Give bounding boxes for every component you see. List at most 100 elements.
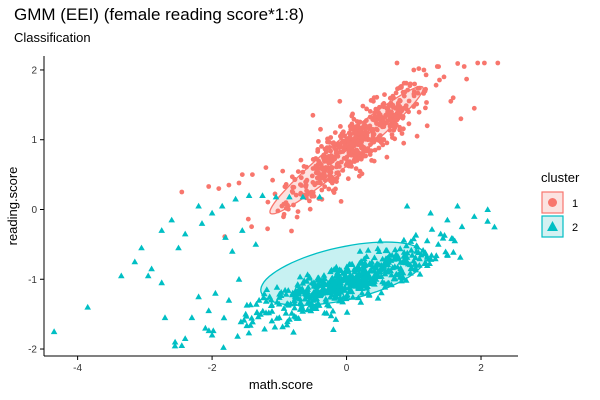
- data-point-cluster-2: [348, 260, 356, 267]
- data-point-cluster-1: [495, 60, 501, 66]
- data-point-cluster-1: [455, 61, 461, 66]
- data-point-cluster-2: [248, 314, 255, 321]
- legend-triangle-marker: [547, 221, 558, 231]
- data-point-cluster-1: [380, 142, 386, 148]
- data-point-cluster-2: [389, 264, 396, 271]
- data-point-cluster-2: [435, 241, 442, 247]
- data-point-cluster-1: [239, 172, 245, 178]
- data-point-cluster-2: [419, 247, 427, 253]
- data-point-cluster-1: [325, 136, 330, 142]
- chart-subtitle: Classification: [14, 30, 91, 45]
- data-point-cluster-2: [225, 296, 233, 303]
- data-point-cluster-1: [412, 81, 417, 87]
- data-point-cluster-1: [365, 130, 371, 136]
- data-point-cluster-2: [491, 223, 498, 230]
- data-point-cluster-2: [208, 331, 216, 338]
- data-point-cluster-2: [400, 259, 408, 265]
- data-point-cluster-1: [353, 166, 359, 172]
- data-point-cluster-1: [335, 153, 341, 159]
- data-point-cluster-2: [229, 248, 236, 254]
- data-point-cluster-1: [348, 152, 354, 158]
- data-point-cluster-2: [304, 298, 312, 305]
- data-point-cluster-1: [270, 177, 275, 183]
- data-point-cluster-1: [329, 180, 335, 186]
- data-point-cluster-1: [414, 101, 420, 107]
- data-point-cluster-1: [411, 67, 417, 73]
- data-point-cluster-1: [337, 98, 343, 104]
- data-point-cluster-1: [179, 189, 185, 195]
- data-point-cluster-2: [355, 283, 363, 289]
- data-point-cluster-1: [318, 162, 324, 168]
- data-point-cluster-2: [343, 308, 351, 315]
- data-point-cluster-1: [336, 141, 342, 147]
- data-point-cluster-2: [394, 271, 402, 278]
- data-point-cluster-2: [363, 278, 371, 285]
- data-point-cluster-1: [303, 182, 309, 188]
- data-point-cluster-2: [316, 193, 323, 200]
- data-point-cluster-1: [339, 131, 345, 137]
- y-tick-label: 0: [31, 205, 37, 216]
- data-point-cluster-2: [234, 332, 241, 339]
- data-point-cluster-2: [260, 294, 267, 301]
- data-point-cluster-1: [377, 120, 383, 126]
- data-point-cluster-2: [296, 273, 304, 280]
- data-point-cluster-2: [410, 235, 417, 242]
- data-point-cluster-2: [433, 252, 440, 259]
- data-point-cluster-2: [205, 327, 213, 334]
- data-point-cluster-2: [362, 269, 370, 275]
- data-point-cluster-2: [346, 284, 353, 291]
- data-point-cluster-1: [216, 186, 222, 192]
- data-point-cluster-2: [391, 275, 399, 282]
- data-point-cluster-1: [314, 180, 320, 186]
- data-point-cluster-2: [400, 236, 408, 243]
- data-point-cluster-2: [299, 279, 307, 286]
- data-point-cluster-2: [309, 292, 316, 299]
- legend-entry-2: 2: [541, 215, 578, 238]
- data-point-cluster-2: [408, 251, 416, 258]
- data-point-cluster-1: [416, 66, 422, 71]
- data-point-cluster-1: [367, 152, 373, 157]
- data-point-cluster-1: [334, 179, 339, 185]
- x-tick-label: 2: [478, 363, 484, 374]
- data-point-cluster-1: [279, 203, 285, 209]
- data-point-cluster-1: [338, 199, 344, 204]
- x-ticks: -4 -2 0 2: [73, 356, 484, 374]
- data-point-cluster-1: [367, 148, 373, 154]
- data-point-cluster-2: [268, 317, 276, 324]
- data-point-cluster-1: [424, 123, 430, 129]
- data-point-cluster-1: [366, 137, 372, 142]
- data-point-cluster-1: [281, 214, 286, 220]
- data-point-cluster-1: [433, 82, 439, 88]
- data-point-cluster-2: [427, 256, 435, 262]
- data-point-cluster-2: [318, 287, 326, 293]
- data-point-cluster-2: [417, 251, 425, 258]
- data-point-cluster-2: [148, 265, 155, 272]
- data-point-cluster-2: [283, 321, 291, 328]
- data-point-cluster-2: [403, 242, 410, 249]
- data-point-cluster-2: [411, 260, 418, 267]
- data-point-cluster-2: [195, 293, 202, 300]
- data-point-cluster-2: [205, 307, 212, 314]
- data-point-cluster-2: [210, 327, 217, 334]
- data-point-cluster-1: [322, 184, 328, 190]
- data-point-cluster-2: [158, 279, 165, 286]
- x-tick-label: -2: [208, 363, 217, 374]
- data-point-cluster-2: [376, 268, 384, 275]
- data-point-cluster-1: [339, 159, 344, 165]
- data-point-cluster-1: [437, 77, 442, 83]
- data-point-cluster-2: [321, 281, 328, 288]
- data-point-cluster-1: [388, 110, 394, 115]
- data-point-cluster-2: [437, 230, 444, 237]
- data-point-cluster-1: [307, 198, 312, 204]
- data-point-cluster-2: [181, 335, 189, 341]
- data-point-cluster-2: [282, 291, 290, 297]
- data-point-cluster-1: [384, 140, 390, 146]
- data-point-cluster-1: [448, 98, 454, 104]
- data-point-cluster-2: [388, 251, 396, 258]
- data-point-cluster-2: [332, 316, 340, 322]
- data-point-cluster-2: [403, 202, 411, 209]
- data-point-cluster-2: [388, 271, 395, 278]
- data-point-cluster-2: [454, 202, 461, 209]
- data-point-cluster-2: [457, 254, 464, 260]
- data-point-cluster-1: [344, 154, 350, 160]
